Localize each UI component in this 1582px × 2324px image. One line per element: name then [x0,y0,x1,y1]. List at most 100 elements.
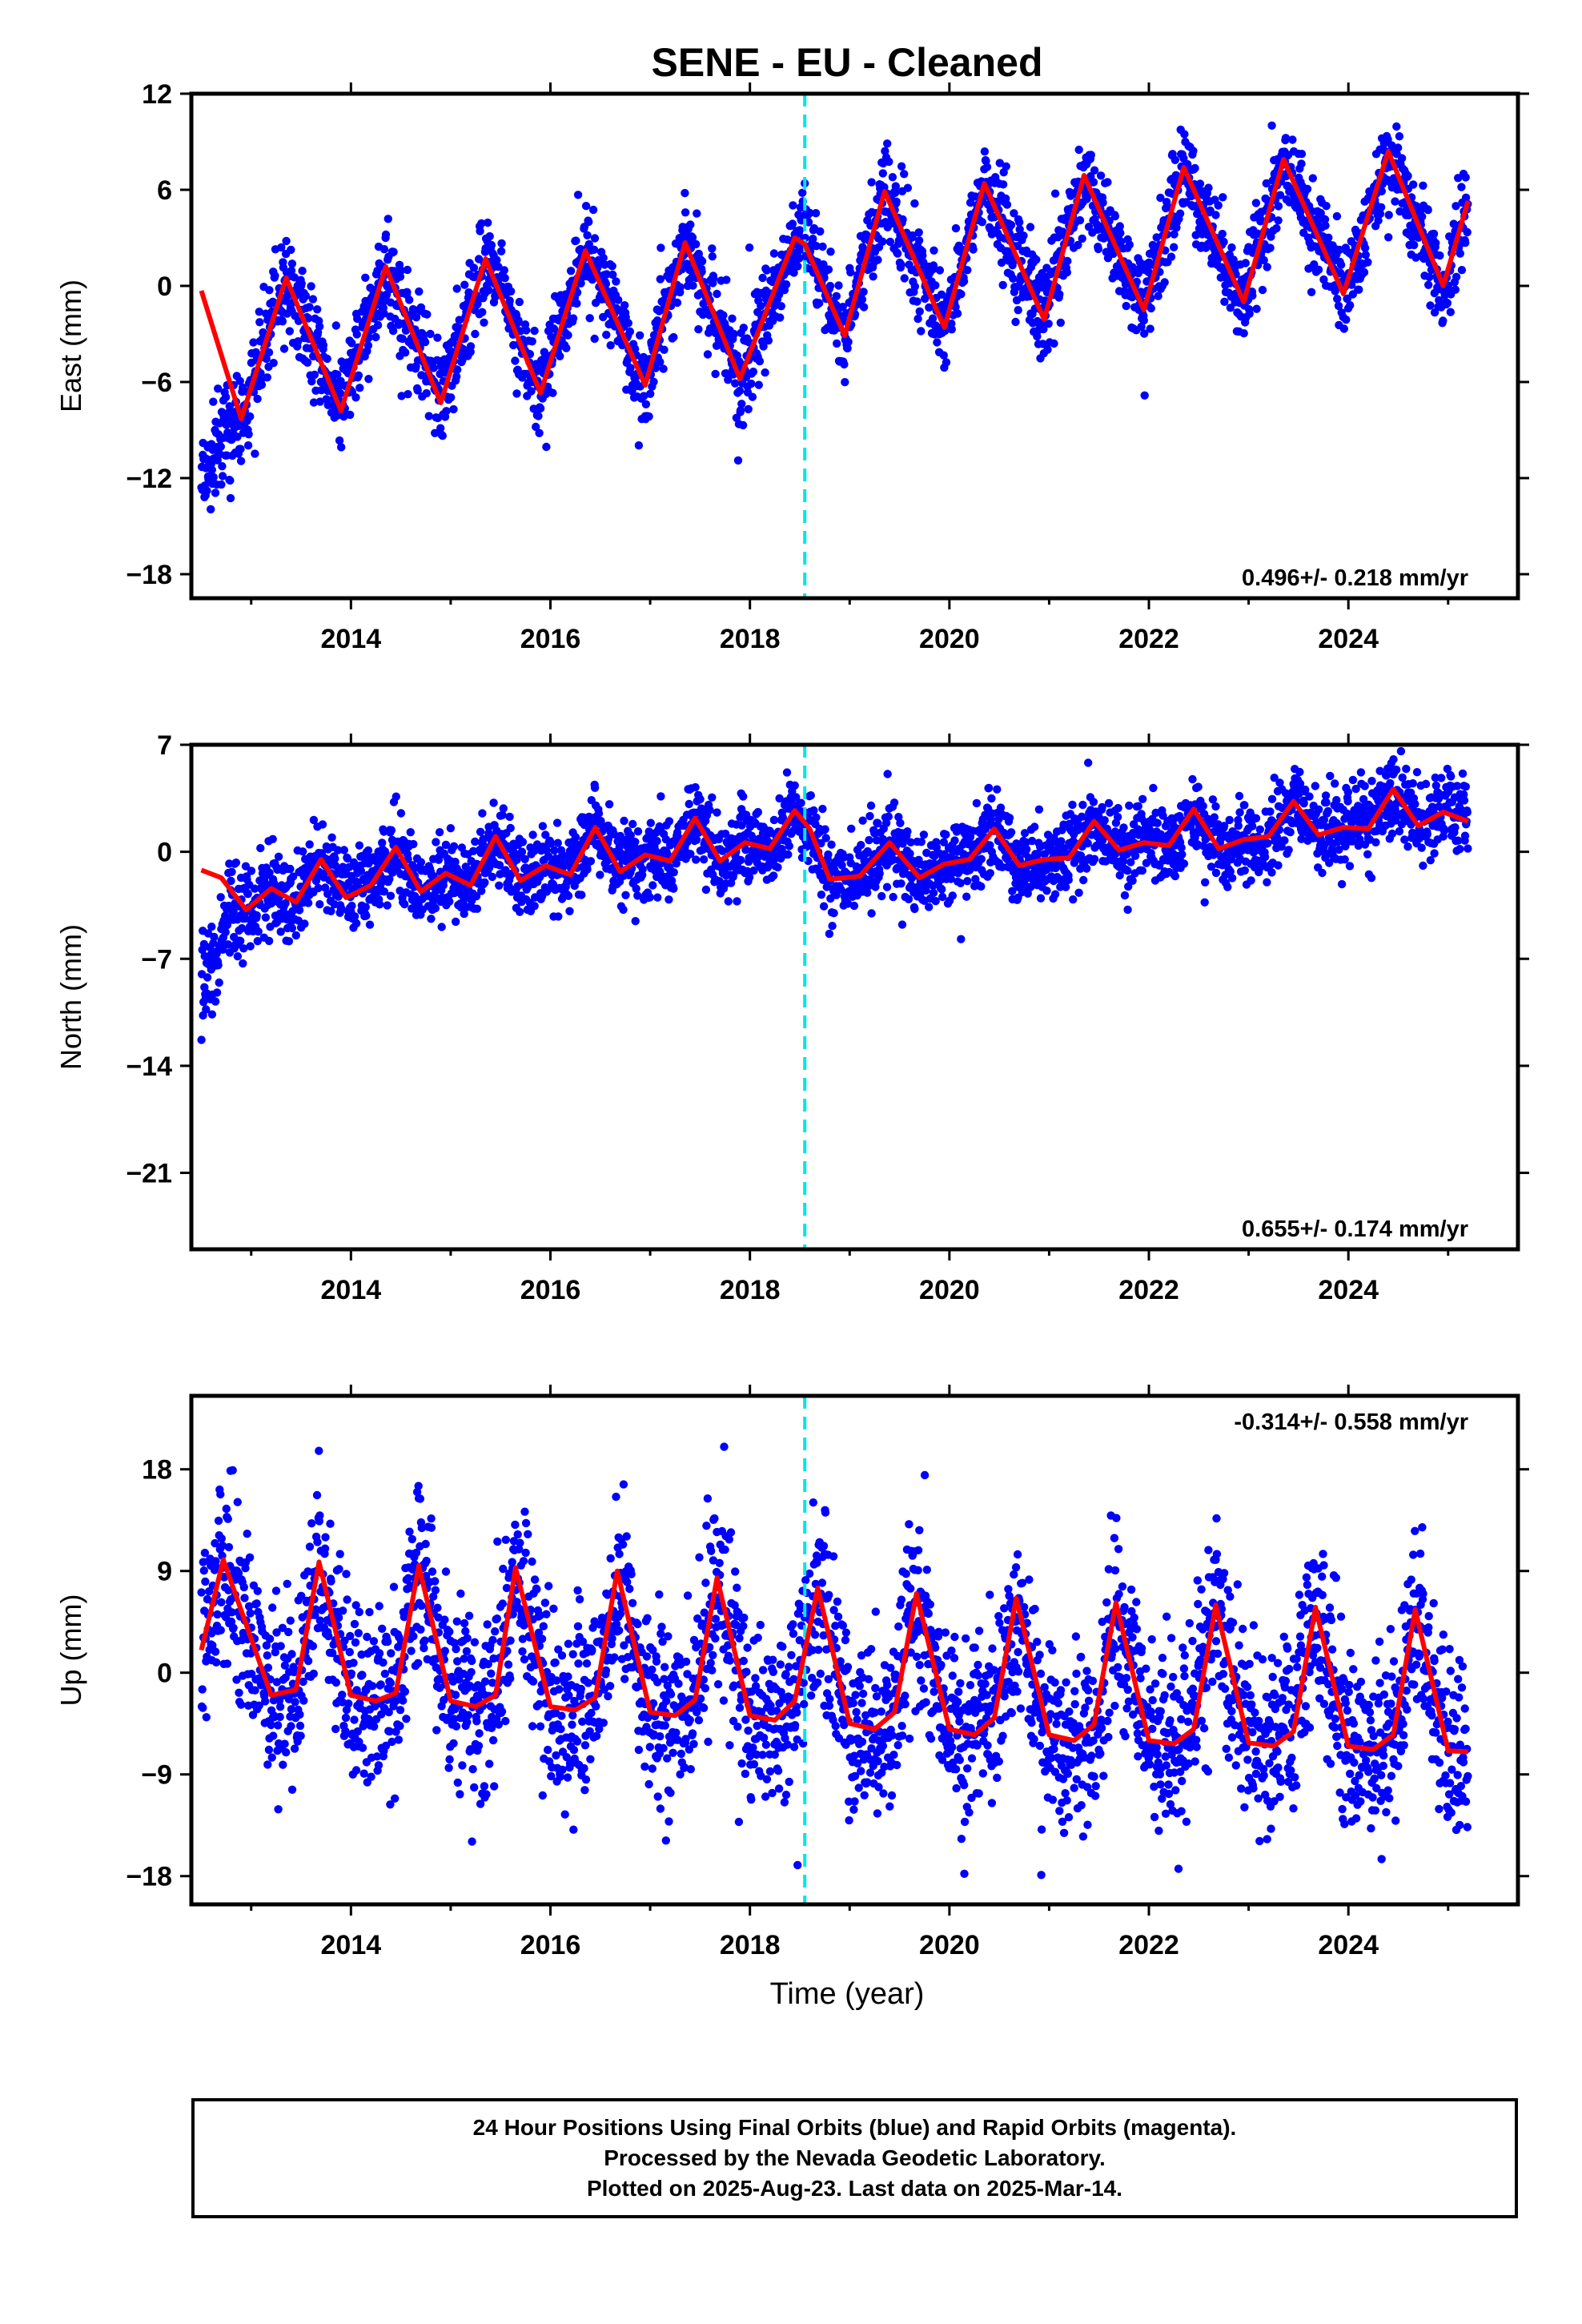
data-point [1423,206,1432,215]
data-point [276,927,285,936]
data-point [1314,265,1323,274]
data-point [809,235,817,243]
data-point [1002,200,1012,209]
data-point [1175,209,1185,218]
data-point [202,1005,211,1014]
data-point [1013,242,1022,251]
data-point [1347,280,1356,289]
data-point [485,231,494,241]
data-point [480,318,488,327]
data-point [1359,267,1369,277]
data-point [530,902,539,911]
data-point [769,815,779,825]
data-point [235,376,244,385]
data-point [226,476,235,485]
data-point [1320,215,1330,224]
data-point [937,290,946,299]
data-point [722,369,731,378]
data-point [485,863,494,872]
data-point [709,274,718,283]
data-point [897,162,906,171]
data-point [1116,228,1125,238]
data-point [460,280,469,289]
data-point [930,246,938,255]
data-point [1096,171,1106,180]
data-point [1098,198,1107,207]
data-point [759,342,768,351]
data-point [517,847,527,856]
data-point [473,300,482,308]
data-point [469,846,478,856]
data-point [1339,324,1349,333]
data-point [1461,173,1470,182]
data-point [409,839,418,849]
data-point [977,854,986,863]
data-point [762,266,771,275]
data-point [472,904,482,914]
data-point [758,273,767,283]
data-point [251,449,259,458]
data-point [227,876,235,886]
data-point [1056,318,1066,328]
data-point [1461,239,1470,247]
data-point [548,388,557,397]
data-point [207,505,215,514]
data-point [471,329,480,339]
data-point [218,462,227,471]
data-point [873,818,882,828]
data-point [386,891,396,900]
data-point [381,230,391,239]
data-point [837,861,846,870]
data-point [218,472,227,480]
data-point [1166,252,1176,261]
data-point [323,354,331,364]
data-point [236,456,246,465]
data-point [585,314,594,323]
data-point [396,272,405,281]
data-point [769,249,779,258]
plot-area [197,94,1472,598]
data-point [327,907,335,916]
data-point [477,219,486,228]
data-point [400,899,409,909]
data-point [819,260,828,269]
data-point [929,888,938,898]
data-point [859,287,868,296]
data-point [396,809,406,818]
data-point [406,828,415,837]
data-point [354,371,363,380]
data-point [986,869,995,878]
data-point [586,857,596,866]
data-point [331,321,340,330]
data-point [984,783,994,793]
data-point [441,840,451,850]
data-point [1259,255,1268,265]
plot-area [197,745,1472,1249]
data-point [1110,211,1120,221]
data-point [319,340,328,350]
data-point [1392,122,1401,131]
data-point [1335,245,1344,255]
data-point [564,891,573,900]
data-point [417,371,426,380]
data-point [606,341,615,350]
data-point [829,909,838,918]
data-point [910,904,919,914]
data-point [203,973,212,982]
data-point [747,831,756,840]
data-point [769,871,778,880]
data-point [1332,211,1342,221]
data-point [1267,121,1276,130]
data-point [773,862,782,872]
data-point [747,379,756,388]
data-point [754,380,763,389]
data-point [303,899,313,907]
data-point [350,912,359,921]
data-point [1363,258,1372,267]
data-point [656,243,665,252]
data-point [544,852,553,861]
data-point [1297,159,1306,168]
data-point [362,911,371,920]
data-point [1219,237,1228,247]
